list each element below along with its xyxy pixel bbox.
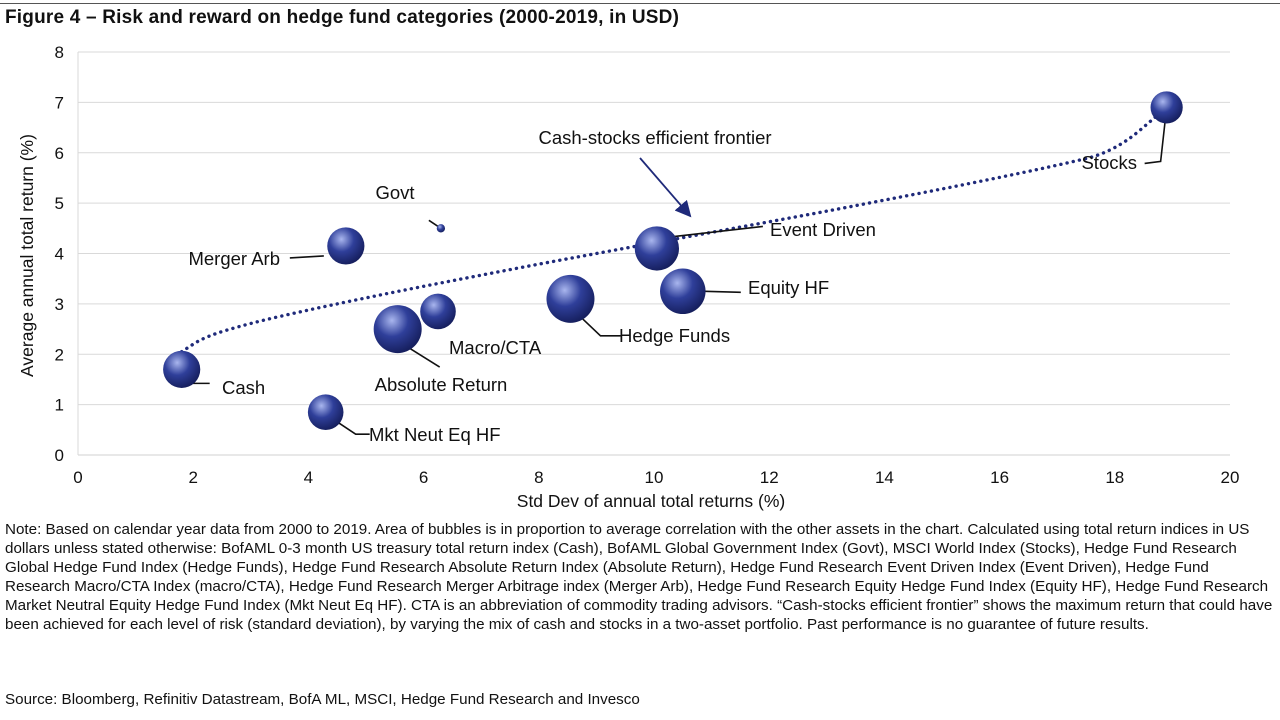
bubble-point bbox=[436, 224, 446, 233]
x-tick-label: 0 bbox=[73, 468, 82, 487]
bubble-point bbox=[163, 350, 201, 388]
y-tick-label: 7 bbox=[55, 93, 64, 112]
frontier-annotation-arrow bbox=[639, 157, 692, 218]
leader-line bbox=[1144, 107, 1168, 165]
y-tick-label: 3 bbox=[55, 295, 64, 314]
x-tick-label: 16 bbox=[990, 468, 1009, 487]
bubble-point bbox=[307, 394, 344, 430]
point-labels: Cash Govt Stocks Merger Arb Event Driven Equi… bbox=[188, 152, 1137, 445]
bubble-point bbox=[660, 268, 706, 315]
leader-line bbox=[674, 225, 763, 238]
bubble-point bbox=[420, 293, 456, 330]
point-label: Absolute Return bbox=[375, 374, 508, 395]
frontier-annotation: Cash-stocks efficient frontier bbox=[538, 127, 771, 148]
point-label: Mkt Neut Eq HF bbox=[369, 424, 501, 445]
x-tick-label: 18 bbox=[1105, 468, 1124, 487]
bubble-point bbox=[373, 305, 422, 354]
chart-title: Figure 4 – Risk and reward on hedge fund… bbox=[5, 7, 680, 28]
bubble-point bbox=[1150, 91, 1183, 124]
leader-line bbox=[407, 346, 441, 368]
leader-line bbox=[289, 255, 324, 259]
y-tick-label: 4 bbox=[55, 245, 64, 264]
point-label: Event Driven bbox=[770, 219, 876, 240]
x-tick-label: 12 bbox=[760, 468, 779, 487]
bubbles bbox=[163, 91, 1183, 430]
point-label: Equity HF bbox=[748, 277, 829, 298]
leader-line bbox=[337, 421, 370, 435]
y-tick-label: 8 bbox=[55, 43, 64, 62]
y-tick-label: 2 bbox=[55, 345, 64, 364]
x-tick-label: 2 bbox=[188, 468, 197, 487]
x-axis-title: Std Dev of annual total returns (%) bbox=[517, 491, 785, 511]
leader-line bbox=[579, 316, 621, 337]
point-label: Cash bbox=[222, 377, 265, 398]
chart-source: Source: Bloomberg, Refinitiv Datastream,… bbox=[5, 691, 640, 708]
bubble-point bbox=[546, 274, 595, 323]
x-tick-label: 4 bbox=[304, 468, 313, 487]
y-tick-label: 1 bbox=[55, 396, 64, 415]
annotations: Cash-stocks efficient frontier bbox=[538, 127, 772, 218]
bubble-point bbox=[634, 226, 680, 271]
y-tick-label: 5 bbox=[55, 194, 64, 213]
x-tick-label: 20 bbox=[1221, 468, 1240, 487]
y-axis-title: Average annual total return (%) bbox=[17, 134, 37, 377]
x-tick-label: 10 bbox=[645, 468, 664, 487]
point-label: Hedge Funds bbox=[619, 325, 730, 346]
point-label: Govt bbox=[375, 182, 414, 203]
top-rule bbox=[0, 3, 1280, 4]
x-tick-label: 8 bbox=[534, 468, 543, 487]
x-tick-label: 6 bbox=[419, 468, 428, 487]
point-label: Stocks bbox=[1081, 152, 1137, 173]
x-tick-label: 14 bbox=[875, 468, 894, 487]
leader-line bbox=[704, 290, 741, 294]
y-tick-label: 6 bbox=[55, 144, 64, 163]
point-label: Macro/CTA bbox=[449, 337, 542, 358]
y-tick-label: 0 bbox=[55, 446, 64, 465]
bubble-point bbox=[327, 227, 365, 265]
chart-note: Note: Based on calendar year data from 2… bbox=[5, 521, 1273, 633]
point-label: Merger Arb bbox=[188, 248, 280, 269]
